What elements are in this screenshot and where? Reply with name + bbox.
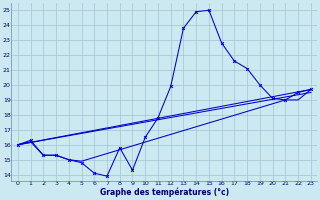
X-axis label: Graphe des températures (°c): Graphe des températures (°c) bbox=[100, 188, 229, 197]
